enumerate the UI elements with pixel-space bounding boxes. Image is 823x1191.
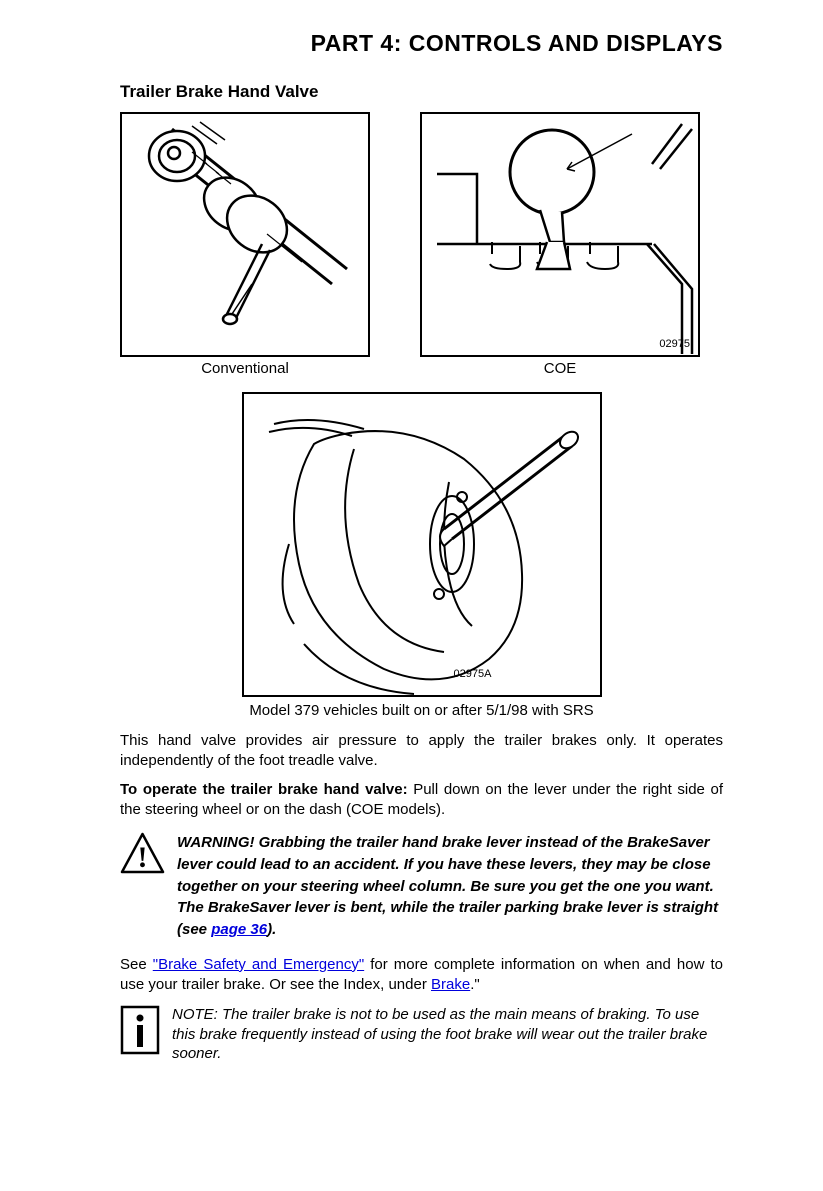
brake-index-link[interactable]: Brake — [431, 976, 470, 993]
figure-model379-caption: Model 379 vehicles built on or after 5/1… — [120, 702, 723, 719]
see-after: ." — [470, 976, 480, 993]
section-heading: Trailer Brake Hand Valve — [120, 82, 723, 102]
part-heading: PART 4: CONTROLS AND DISPLAYS — [120, 30, 723, 57]
figure-model379-id-label: 02975A — [454, 668, 492, 680]
info-box-icon — [120, 1005, 160, 1055]
figure-conventional-caption: Conventional — [201, 360, 289, 377]
warning-text: WARNING! Grabbing the trailer hand brake… — [177, 832, 723, 941]
figure-conventional-wrap: Conventional — [120, 112, 370, 377]
page-36-link[interactable]: page 36 — [211, 921, 267, 938]
figure-conventional — [120, 112, 370, 357]
figure-coe-id-label: 02975 — [659, 338, 690, 350]
conventional-illustration-icon — [122, 114, 372, 359]
see-before: See — [120, 956, 153, 973]
figure-center-wrap: 02975A — [120, 392, 723, 697]
figure-coe: 02975 — [420, 112, 700, 357]
brake-safety-link[interactable]: "Brake Safety and Emergency" — [153, 956, 364, 973]
figure-coe-caption: COE — [544, 360, 577, 377]
figure-model379: 02975A — [242, 392, 602, 697]
warning-block: ! WARNING! Grabbing the trailer hand bra… — [120, 832, 723, 941]
note-block: NOTE: The trailer brake is not to be use… — [120, 1005, 723, 1064]
note-text: NOTE: The trailer brake is not to be use… — [172, 1005, 723, 1064]
svg-text:!: ! — [138, 841, 148, 874]
operate-lead: To operate the trailer brake hand valve: — [120, 781, 408, 798]
warning-text-after: ). — [267, 921, 276, 938]
coe-illustration-icon — [422, 114, 702, 359]
body-paragraph-1: This hand valve provides air pressure to… — [120, 731, 723, 772]
model379-illustration-icon — [244, 394, 604, 699]
figure-coe-wrap: 02975 COE — [420, 112, 700, 377]
warning-triangle-icon: ! — [120, 832, 165, 874]
figure-row-top: Conventional — [120, 112, 723, 377]
see-paragraph: See "Brake Safety and Emergency" for mor… — [120, 955, 723, 996]
document-page: PART 4: CONTROLS AND DISPLAYS Trailer Br… — [0, 0, 823, 1104]
operate-paragraph: To operate the trailer brake hand valve:… — [120, 780, 723, 821]
